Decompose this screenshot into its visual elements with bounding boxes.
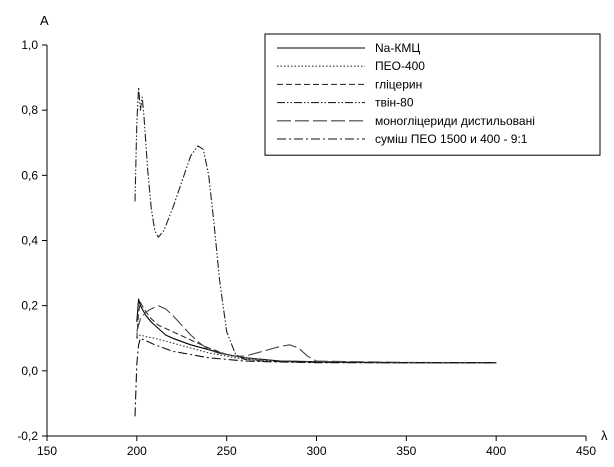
legend-entry-1: Na-КМЦ xyxy=(375,41,420,55)
series-line-2 xyxy=(136,334,497,364)
y-tick-label: 0,0 xyxy=(21,364,38,378)
legend: Na-КМЦ ПЕО-400 гліцерин твін-80 моногліцерид… xyxy=(264,33,601,156)
x-tick-label: 200 xyxy=(127,444,147,458)
y-tick-label: -0,2 xyxy=(17,429,38,443)
y-tick-label: 0,2 xyxy=(21,299,38,313)
x-tick-label: 300 xyxy=(306,444,326,458)
legend-entry-3: гліцерин xyxy=(375,77,422,91)
x-tick-label: 450 xyxy=(576,444,596,458)
legend-entry-2: ПЕО-400 xyxy=(375,59,425,73)
series-line-3 xyxy=(136,301,497,364)
legend-entry-5: моногліцериди дистильовані xyxy=(375,114,535,128)
y-tick-label: 0,8 xyxy=(21,103,38,117)
x-tick-label: 150 xyxy=(37,444,57,458)
x-tick-label: 250 xyxy=(217,444,237,458)
ticks: 150 200 250 300 350 400 450 -0,2 0,0 0,2 0,4 0,6 0,8… xyxy=(17,38,596,458)
series-lines xyxy=(134,86,497,417)
y-axis-title: A xyxy=(40,13,49,28)
y-tick-label: 1,0 xyxy=(21,38,38,52)
legend-entry-6: суміш ПЕО 1500 и 400 - 9:1 xyxy=(375,132,528,146)
series-line-5 xyxy=(136,305,497,364)
y-tick-label: 0,4 xyxy=(21,234,38,248)
series-line-4 xyxy=(134,86,497,364)
series-line-1 xyxy=(136,298,497,364)
x-tick-label: 350 xyxy=(396,444,416,458)
x-tick-label: 400 xyxy=(486,444,506,458)
legend-box xyxy=(264,33,601,156)
x-axis-title: λ xyxy=(601,428,608,443)
legend-entry-4: твін-80 xyxy=(375,96,414,110)
series-line-6 xyxy=(134,337,497,417)
y-tick-label: 0,6 xyxy=(21,168,38,182)
